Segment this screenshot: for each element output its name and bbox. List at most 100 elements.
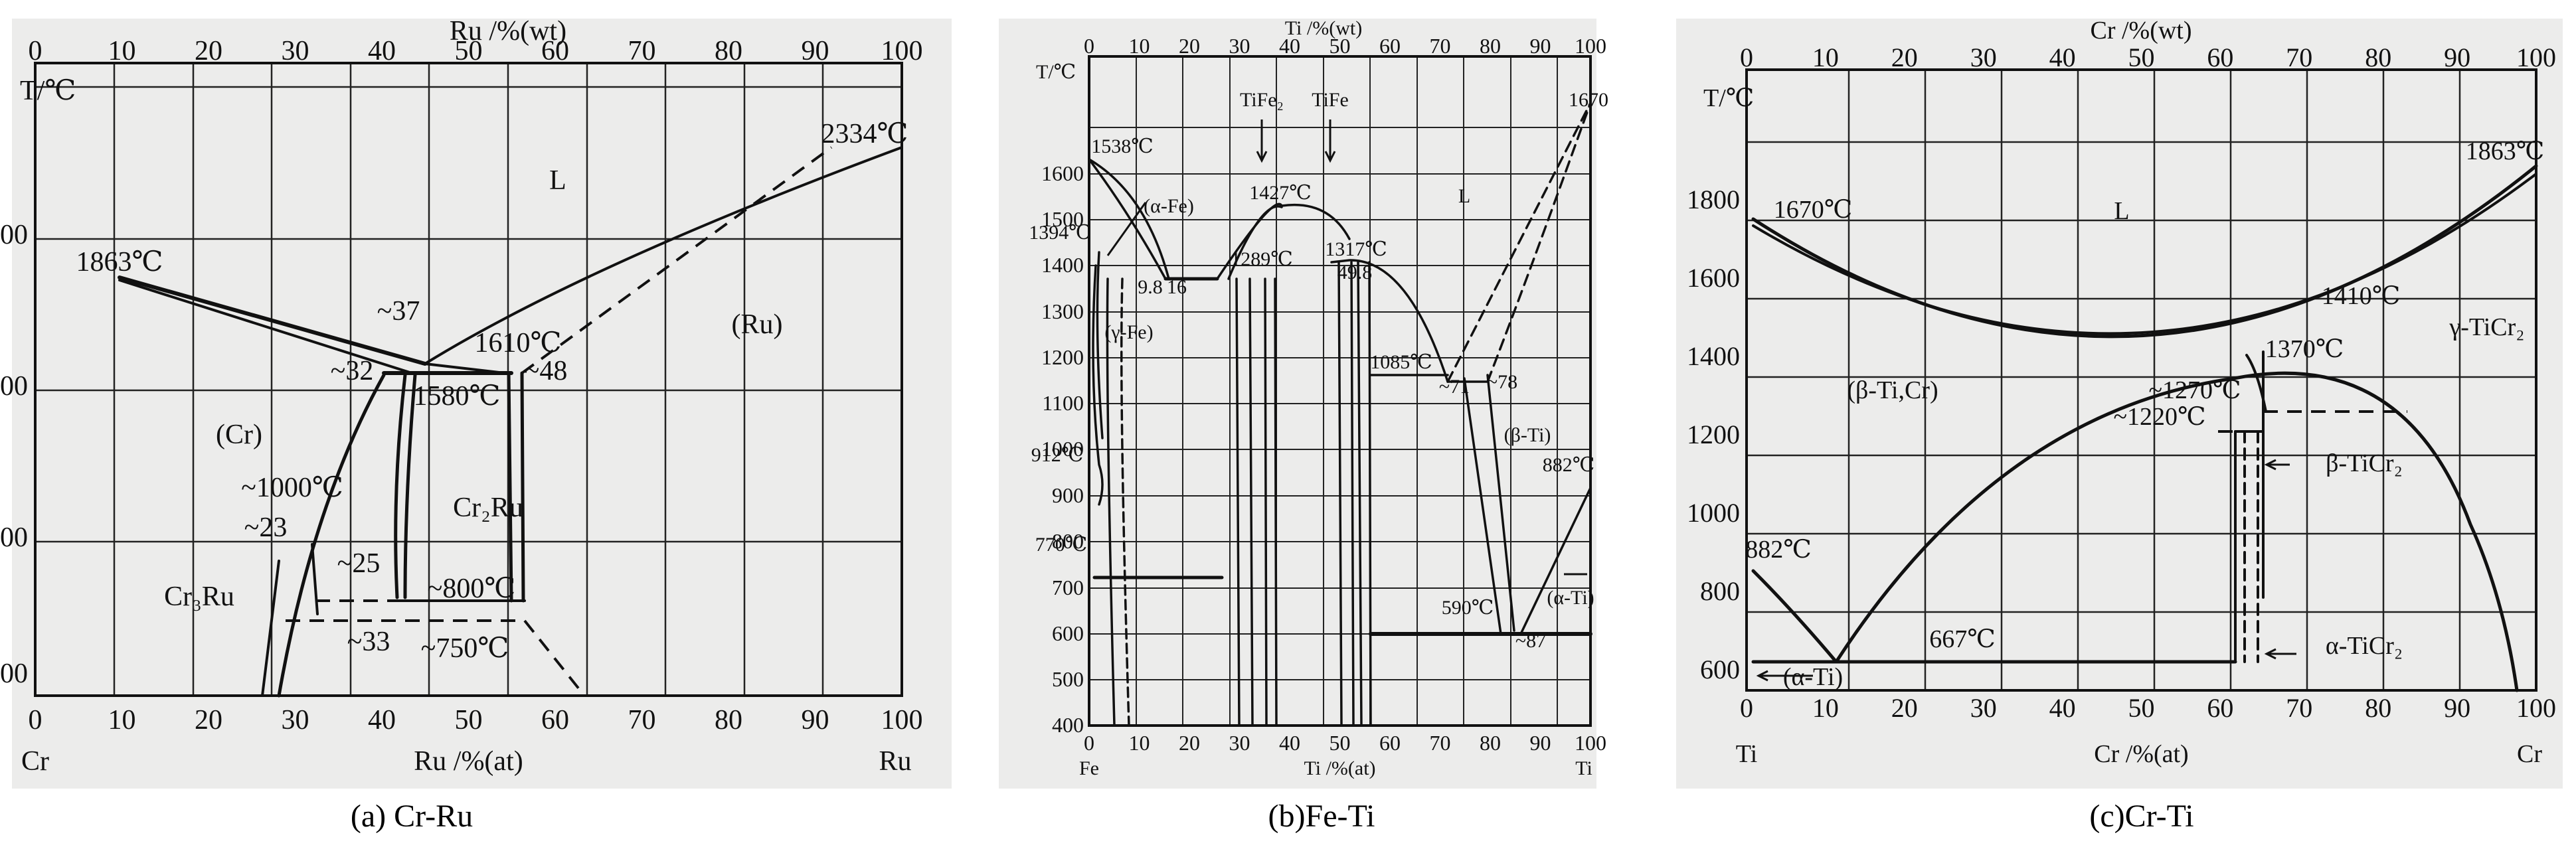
phase-label-ru-phase: (Ru): [732, 309, 783, 340]
phase-label-alpha-tc: α-TiCr₂: [2326, 632, 2403, 660]
top-tick-label: 40: [368, 36, 396, 66]
x-tick-label: 40: [1279, 731, 1300, 755]
phase-label-tm-left: 1863℃: [76, 247, 163, 277]
y-tick-label: 1000: [1041, 437, 1084, 461]
phase-label-comp-32: ~32: [331, 356, 374, 386]
y-tick-label: 1000: [1687, 498, 1740, 528]
phase-label-t1610: 1610℃: [475, 328, 562, 358]
top-tick-label: 50: [2128, 42, 2155, 72]
panel-a-paper: [12, 19, 952, 789]
top-tick-label: 90: [802, 36, 829, 66]
top-tick-label: 90: [1530, 34, 1551, 58]
x-tick-label: 30: [1229, 731, 1250, 755]
y-tick-label: 800: [1052, 529, 1084, 553]
top-axis-title: Ti /%(wt): [1285, 17, 1362, 39]
phase-label-liquid: L: [549, 165, 566, 196]
top-tick-label: 70: [2286, 42, 2312, 72]
panel-c-curves: [1751, 164, 2538, 692]
phase-label-comp-78: ~78: [1487, 371, 1517, 393]
x-tick-label: 90: [802, 705, 829, 735]
top-tick-label: 80: [1480, 34, 1501, 58]
phase-label-comp-23: ~23: [244, 512, 288, 543]
x-tick-label: 0: [29, 705, 43, 735]
x-tick-label: 20: [1179, 731, 1200, 755]
phase-label-comp-25: ~25: [337, 548, 381, 579]
x-tick-label: 50: [2128, 693, 2155, 723]
y-tick-label: 1600: [1687, 263, 1740, 293]
phase-label-t1289: 1289℃: [1231, 248, 1293, 270]
top-tick-label: 80: [715, 36, 742, 66]
phase-label-tife2: TiFe₂: [1240, 89, 1284, 111]
panel-b-frame: [1088, 55, 1592, 727]
phase-label-t882: 882℃: [1543, 454, 1595, 476]
phase-label-t1427: 1427℃: [1249, 182, 1312, 204]
right-element-label: Ti: [1575, 757, 1592, 779]
x-tick-label: 10: [1812, 693, 1839, 723]
phase-label-alpha-fe: (α-Fe): [1144, 195, 1194, 217]
y-tick-label: 1400: [1687, 341, 1740, 371]
phase-label-t800: ~800℃: [428, 574, 516, 604]
phase-label-t667: 667℃: [1929, 625, 1996, 653]
phase-label-t1410: 1410℃: [2322, 282, 2401, 310]
phase-label-beta-tc: β-TiCr₂: [2326, 449, 2403, 477]
x-tick-label: 10: [1129, 731, 1150, 755]
panel-a-curves: [118, 146, 903, 698]
phase-label-comp-48: ~48: [525, 356, 568, 386]
top-tick-label: 60: [541, 36, 569, 66]
panel-b-curves: [1088, 102, 1592, 727]
y-tick-label: 1600: [1041, 161, 1084, 185]
x-tick-label: 10: [108, 705, 136, 735]
x-tick-label: 60: [541, 705, 569, 735]
x-tick-label: 70: [628, 705, 656, 735]
y-axis-label: T/℃: [1036, 61, 1076, 83]
phase-label-tm-right: 2334℃: [821, 119, 908, 149]
top-tick-label: 20: [195, 36, 222, 66]
top-tick-label: 20: [1179, 34, 1200, 58]
top-tick-label: 80: [2365, 42, 2391, 72]
x-tick-label: 40: [368, 705, 396, 735]
top-tick-label: 20: [1891, 42, 1918, 72]
phase-label-t1370: 1370℃: [2265, 335, 2344, 363]
phase-label-alpha-ti: (α-Ti): [1547, 587, 1594, 609]
phase-label-t1670: 1670℃: [1774, 196, 1853, 224]
y-tick-label: 700: [1052, 576, 1084, 599]
panel-c-frame: [1745, 68, 2537, 692]
phase-label-comp-71: ~71: [1439, 376, 1470, 398]
top-axis-title: Ru /%(wt): [450, 16, 566, 46]
panel-cr-ru: [12, 19, 952, 789]
x-tick-label: 0: [1084, 731, 1094, 755]
x-tick-label: 0: [1740, 693, 1753, 723]
top-tick-label: 100: [1575, 34, 1606, 58]
x-tick-label: 90: [2444, 693, 2470, 723]
y-tick-label: 400: [1052, 713, 1084, 737]
caption-fe-ti: (b)Fe-Ti: [1268, 799, 1375, 834]
x-tick-label: 60: [2207, 693, 2233, 723]
phase-label-cr3ru: Cr₃Ru: [164, 581, 234, 612]
y-tick-label: 800: [1700, 576, 1740, 606]
right-element-label: Ru: [879, 746, 911, 777]
left-element-label: Ti: [1736, 740, 1757, 768]
phase-label-t1085: 1085℃: [1370, 351, 1432, 373]
y-tick-label: 500: [1052, 667, 1084, 691]
x-tick-label: 40: [2049, 693, 2076, 723]
phase-label-gamma: γ-TiCr₂: [2448, 313, 2524, 341]
caption-cr-ru: (a) Cr-Ru: [351, 799, 473, 834]
phase-label-cr2ru: Cr₂Ru: [453, 493, 523, 523]
x-tick-label: 30: [282, 705, 309, 735]
x-tick-label: 100: [2516, 693, 2556, 723]
y-tick-label: 1800: [1687, 185, 1740, 214]
top-tick-label: 30: [1229, 34, 1250, 58]
top-tick-label: 30: [1970, 42, 1997, 72]
phase-label-liquid: L: [1458, 185, 1470, 207]
phase-label-comp-16: 16: [1167, 276, 1187, 298]
panel-b-text: Ti /%(wt)0 10 20 30 40 50 60 70 80 90 1000 10 20 30 40…: [1029, 17, 1608, 779]
phase-label-comp-37: ~37: [377, 296, 420, 327]
top-tick-label: 60: [2207, 42, 2233, 72]
panel-fe-ti: [999, 19, 1596, 789]
y-tick-label: 2000: [0, 220, 28, 250]
top-tick-label: 10: [1129, 34, 1150, 58]
x-tick-label: 20: [195, 705, 222, 735]
x-tick-label: 50: [1330, 731, 1351, 755]
top-tick-label: 60: [1379, 34, 1401, 58]
